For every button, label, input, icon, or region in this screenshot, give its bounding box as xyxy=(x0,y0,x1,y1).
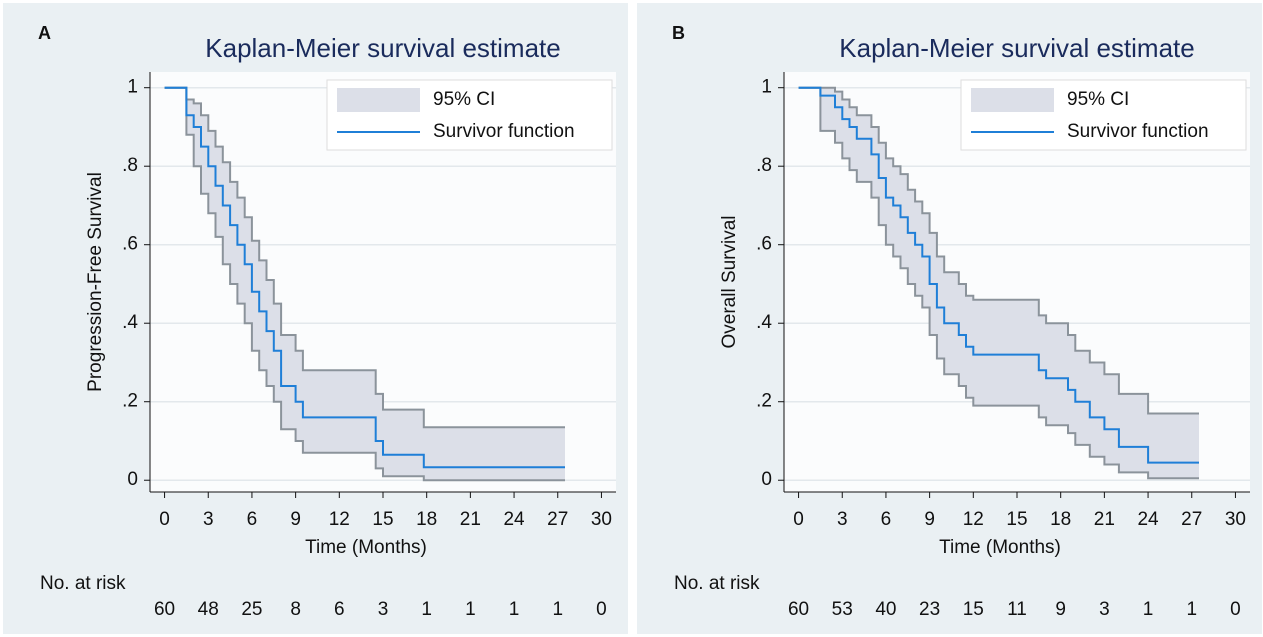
risk-count: 0 xyxy=(596,599,607,620)
survivor-line xyxy=(798,86,1199,464)
x-tick-label: 21 xyxy=(460,509,481,530)
ci-band xyxy=(164,87,565,481)
risk-count: 23 xyxy=(919,599,940,620)
x-tick-label: 27 xyxy=(547,509,568,530)
y-axis-label: Overall Survival xyxy=(719,215,740,348)
risk-count: 3 xyxy=(1099,599,1110,620)
panel-label: B xyxy=(672,23,685,43)
risk-count: 1 xyxy=(1186,599,1197,620)
ci-lower xyxy=(164,86,565,482)
y-tick-label: 0 xyxy=(761,469,772,490)
survivor-line xyxy=(164,86,565,469)
y-axis-label: Progression-Free Survival xyxy=(85,172,106,392)
x-tick-label: 27 xyxy=(1181,509,1202,530)
panel-label: A xyxy=(38,23,51,43)
y-tick-label: .2 xyxy=(122,391,138,412)
y-tick-label: .8 xyxy=(122,155,138,176)
legend-label: 95% CI xyxy=(1067,89,1129,110)
risk-count: 1 xyxy=(421,599,432,620)
x-tick-label: 12 xyxy=(963,509,984,530)
x-tick-label: 9 xyxy=(924,509,935,530)
ci-upper xyxy=(798,86,1199,415)
x-tick-label: 3 xyxy=(203,509,214,530)
x-tick-label: 3 xyxy=(837,509,848,530)
x-tick-label: 12 xyxy=(329,509,350,530)
panel: B Kaplan-Meier survival estimate 0 .2 .4 .6 .8… xyxy=(637,3,1262,634)
y-tick-label: 1 xyxy=(127,77,138,98)
x-tick-label: 30 xyxy=(1225,509,1246,530)
panel: A Kaplan-Meier survival estimate 0 .2 .4 .6 .8… xyxy=(3,3,628,634)
x-tick-label: 21 xyxy=(1094,509,1115,530)
x-tick-label: 30 xyxy=(591,509,612,530)
ci-band xyxy=(798,87,1199,479)
risk-count: 53 xyxy=(832,599,853,620)
y-tick-label: .8 xyxy=(756,155,772,176)
risk-count: 60 xyxy=(788,599,809,620)
ci-upper xyxy=(164,86,565,429)
risk-count: 60 xyxy=(154,599,175,620)
x-tick-label: 18 xyxy=(416,509,437,530)
ci-lower xyxy=(798,86,1199,480)
legend-label: Survivor function xyxy=(1067,121,1209,142)
x-tick-label: 15 xyxy=(1006,509,1027,530)
legend-label: Survivor function xyxy=(433,121,575,142)
chart-title: Kaplan-Meier survival estimate xyxy=(205,33,560,63)
x-axis-label: Time (Months) xyxy=(939,537,1061,558)
y-tick-label: 1 xyxy=(761,77,772,98)
risk-count: 40 xyxy=(875,599,896,620)
risk-table-label: No. at risk xyxy=(40,573,126,594)
x-tick-label: 24 xyxy=(503,509,525,530)
risk-count: 1 xyxy=(509,599,520,620)
y-tick-label: .2 xyxy=(756,391,772,412)
x-tick-label: 0 xyxy=(159,509,170,530)
x-tick-label: 6 xyxy=(881,509,892,530)
y-tick-label: .4 xyxy=(756,312,772,333)
x-tick-label: 0 xyxy=(793,509,804,530)
y-tick-label: .4 xyxy=(122,312,138,333)
x-tick-label: 9 xyxy=(290,509,301,530)
risk-count: 11 xyxy=(1007,599,1027,620)
risk-count: 0 xyxy=(1230,599,1241,620)
risk-count: 3 xyxy=(378,599,389,620)
risk-count: 1 xyxy=(465,599,476,620)
chart-title: Kaplan-Meier survival estimate xyxy=(839,33,1194,63)
y-tick-label: .6 xyxy=(756,234,772,255)
x-tick-label: 18 xyxy=(1050,509,1071,530)
risk-count: 25 xyxy=(241,599,262,620)
risk-count: 1 xyxy=(552,599,563,620)
legend-swatch xyxy=(337,88,420,112)
risk-count: 15 xyxy=(963,599,984,620)
x-tick-label: 15 xyxy=(372,509,393,530)
risk-count: 48 xyxy=(198,599,219,620)
risk-count: 1 xyxy=(1143,599,1154,620)
y-tick-label: 0 xyxy=(127,469,138,490)
risk-count: 8 xyxy=(290,599,301,620)
legend-label: 95% CI xyxy=(433,89,495,110)
risk-table-label: No. at risk xyxy=(674,573,760,594)
x-tick-label: 6 xyxy=(247,509,258,530)
risk-count: 6 xyxy=(334,599,345,620)
risk-count: 9 xyxy=(1055,599,1066,620)
y-tick-label: .6 xyxy=(122,234,138,255)
x-axis-label: Time (Months) xyxy=(305,537,427,558)
x-tick-label: 24 xyxy=(1137,509,1159,530)
legend-swatch xyxy=(971,88,1054,112)
